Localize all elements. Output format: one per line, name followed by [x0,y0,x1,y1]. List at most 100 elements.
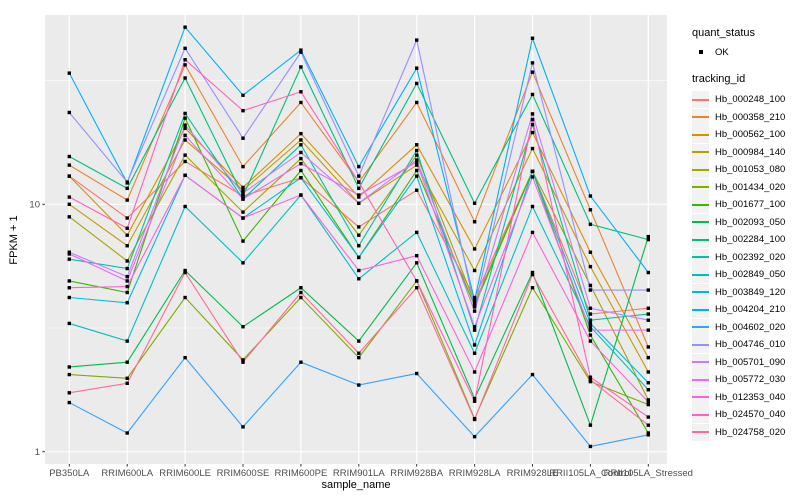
legend-key-line-icon [692,396,709,399]
legend-item: Hb_005772_030 [692,371,800,389]
x-tick-label: RRIM600LE [159,468,211,479]
x-tick-label: RRIM901LA [333,468,385,479]
legend-key-swatch [692,353,709,371]
legend-key-line-icon [692,361,709,364]
legend-quant-status-ok: OK [692,41,800,63]
legend-item-label: Hb_002849_050 [715,269,786,281]
legend-key-line-icon [692,186,709,189]
legend-key-swatch [692,336,709,354]
legend-item: Hb_004602_020 [692,318,800,337]
legend-key-line-icon [692,291,709,294]
legend-item: Hb_004204_210 [692,301,800,319]
legend-key-swatch [692,91,709,109]
legend-key-line-icon [692,221,709,224]
legend-quant-status-title: quant_status [692,27,755,39]
ok-point-key [692,44,709,61]
legend-item: Hb_000984_140 [692,143,800,162]
legend-key-swatch [692,266,709,284]
legend-key-swatch [692,213,709,231]
x-tick-label: RRIM600SE [217,468,270,479]
legend-key-line-icon [692,116,709,119]
data-points [67,25,650,449]
legend-key-line-icon [692,326,709,329]
legend-item-label: Hb_000248_100 [715,94,786,106]
legend-key-line-icon [692,133,709,136]
legend-item-label: Hb_005701_090 [715,356,786,368]
legend-key-line-icon [692,256,709,259]
y-axis-title: FPKM + 1 [8,215,20,265]
legend-key-line-icon [692,168,709,171]
x-tick-label: RRIM928LE [507,468,559,479]
legend-key-line-icon [692,378,709,381]
legend-item: Hb_001677_100 [692,196,800,214]
legend-item: Hb_012353_040 [692,388,800,407]
legend-item-label: Hb_000984_140 [715,146,786,158]
legend-key-swatch [692,371,709,389]
point-marker-icon [698,50,703,54]
legend-key-swatch [692,161,709,179]
legend-item: Hb_024570_040 [692,406,800,424]
y-tick-label: 10 [29,200,40,211]
legend-key-line-icon [692,203,709,206]
legend-item-label: Hb_001677_100 [715,199,786,211]
legend-key-line-icon [692,413,709,416]
legend-item-label: Hb_012353_040 [715,391,786,403]
grid-major [45,203,667,453]
y-tick-label: 1 [35,447,40,458]
legend-item: Hb_000248_100 [692,91,800,109]
legend-item: Hb_002392_020 [692,248,800,267]
legend-item-label: Hb_001053_080 [715,164,786,176]
legend-item-label: Hb_004746_010 [715,339,786,351]
legend-item: Hb_003849_120 [692,283,800,302]
legend-item: Hb_004746_010 [692,336,800,354]
legend-key-line-icon [692,431,709,434]
legend-key-swatch [692,196,709,214]
legend-key-swatch [692,143,709,161]
legend-item-label: Hb_004204_210 [715,304,786,316]
x-tick-label: RRIM600LA [101,468,153,479]
legend-item-label: Hb_024570_040 [715,409,786,421]
legend-key-swatch [692,283,709,301]
legend-key-line-icon [692,343,709,346]
x-tick-label: RRIM928BA [390,468,443,479]
legend-key-swatch [692,108,709,126]
legend-item-label: Hb_004602_020 [715,321,786,333]
x-tick-label: RRII105LA_Stressed [604,468,693,479]
x-tick-label: RRIM600PE [274,468,327,479]
legend-key-swatch [692,318,709,336]
x-tick-label: RRIM928LA [449,468,501,479]
legend-item: Hb_000358_210 [692,108,800,127]
legend-item: Hb_000562_100 [692,126,800,144]
legend-item: Hb_005701_090 [692,353,800,372]
legend-item: Hb_024758_020 [692,423,800,442]
legend-item-label: Hb_001434_020 [715,181,786,193]
legend: quant_status OK tracking_id Hb_000248_10… [692,27,800,441]
legend-item: Hb_002284_100 [692,231,800,249]
legend-key-line-icon [692,308,709,311]
axis-ticks: 1 10 PB350LA RRIM600LA RRIM600LE RRIM600SE RRI… [29,200,693,480]
legend-key-line-icon [692,98,709,101]
legend-item: Hb_002849_050 [692,266,800,284]
legend-key-swatch [692,301,709,319]
legend-key-line-icon [692,273,709,276]
legend-item: Hb_001434_020 [692,178,800,197]
legend-item: Hb_001053_080 [692,161,800,179]
legend-item: Hb_002093_050 [692,213,800,232]
legend-item-label: Hb_002093_050 [715,216,786,228]
legend-key-line-icon [692,151,709,154]
legend-key-swatch [692,388,709,406]
legend-ok-label: OK [715,46,729,58]
legend-item-label: Hb_003849_120 [715,286,786,298]
legend-item-label: Hb_024758_020 [715,426,786,438]
legend-key-line-icon [692,238,709,241]
legend-item-label: Hb_002392_020 [715,251,786,263]
x-tick-label: RRII105LA_Control [549,468,631,479]
x-tick-label: PB350LA [49,468,90,479]
legend-item-label: Hb_002284_100 [715,234,786,246]
legend-item-label: Hb_005772_030 [715,374,786,386]
legend-items: Hb_000248_100 Hb_000358_210 Hb_000562_100 H… [692,91,800,441]
legend-key-swatch [692,423,709,441]
legend-key-swatch [692,231,709,249]
